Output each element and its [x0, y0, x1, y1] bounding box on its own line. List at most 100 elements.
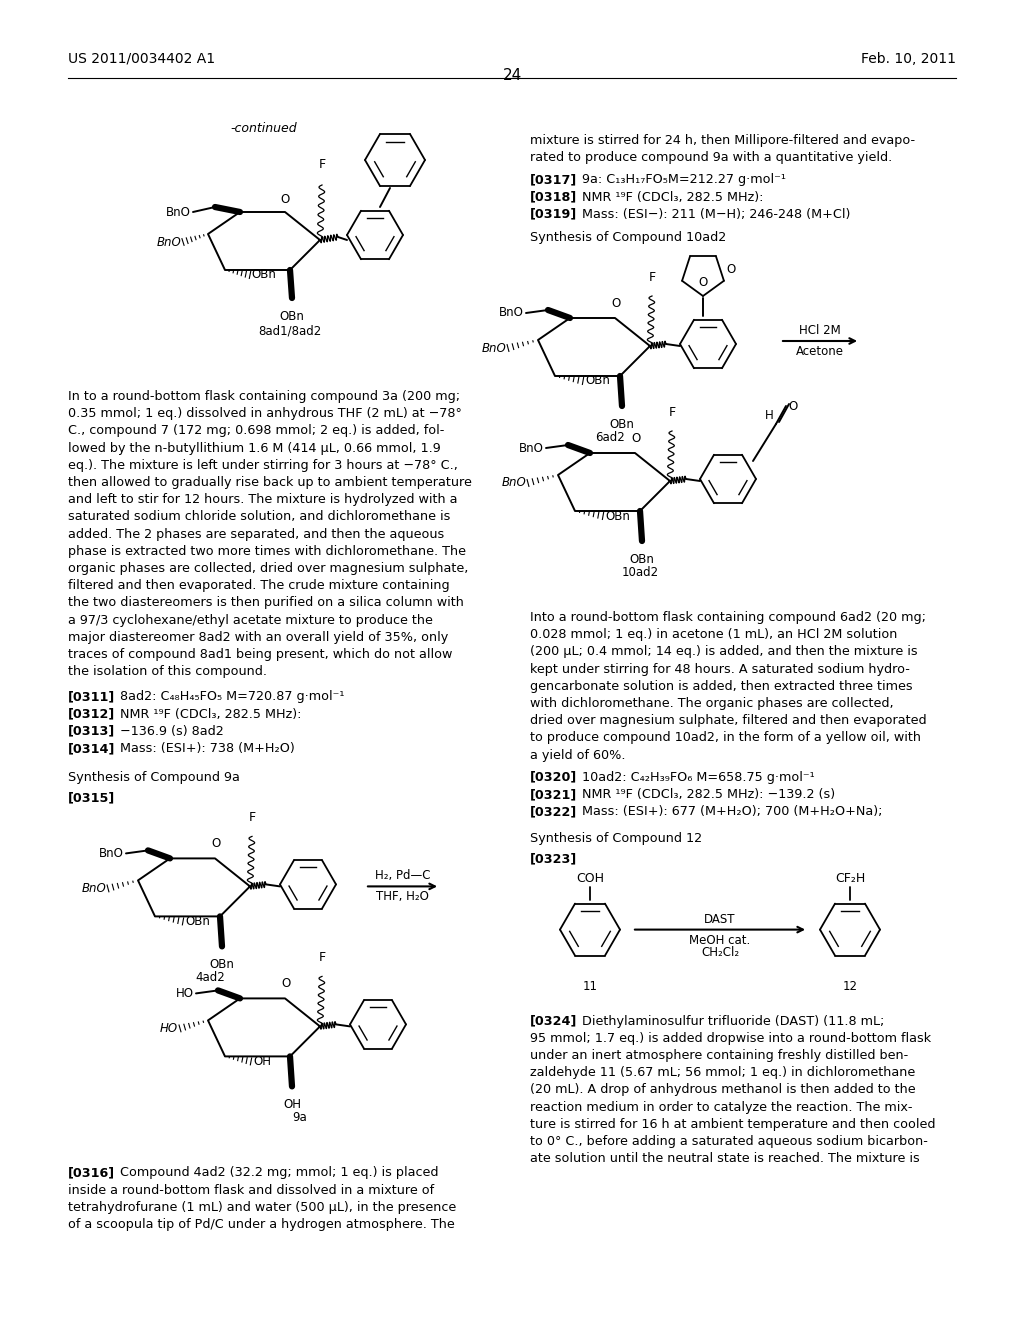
- Text: under an inert atmosphere containing freshly distilled ben-: under an inert atmosphere containing fre…: [530, 1049, 908, 1063]
- Text: [0320]: [0320]: [530, 771, 578, 784]
- Text: [0317]: [0317]: [530, 173, 578, 186]
- Text: OBn: OBn: [210, 958, 234, 972]
- Text: 11: 11: [583, 979, 597, 993]
- Text: F: F: [669, 407, 676, 418]
- Text: [0311]: [0311]: [68, 690, 116, 704]
- Text: CF₂H: CF₂H: [835, 871, 865, 884]
- Text: kept under stirring for 48 hours. A saturated sodium hydro-: kept under stirring for 48 hours. A satu…: [530, 663, 910, 676]
- Text: added. The 2 phases are separated, and then the aqueous: added. The 2 phases are separated, and t…: [68, 528, 444, 541]
- Text: BnO: BnO: [502, 477, 526, 490]
- Text: H₂, Pd—C: H₂, Pd—C: [375, 870, 430, 882]
- Text: major diastereomer 8ad2 with an overall yield of 35%, only: major diastereomer 8ad2 with an overall …: [68, 631, 449, 644]
- Text: BnO: BnO: [519, 441, 544, 454]
- Text: [0318]: [0318]: [530, 190, 578, 203]
- Text: OH: OH: [283, 1098, 301, 1111]
- Text: OH: OH: [253, 1055, 271, 1068]
- Text: Synthesis of Compound 10ad2: Synthesis of Compound 10ad2: [530, 231, 726, 244]
- Text: 8ad1/8ad2: 8ad1/8ad2: [258, 325, 322, 338]
- Text: HO: HO: [160, 1022, 178, 1035]
- Text: zaldehyde 11 (5.67 mL; 56 mmol; 1 eq.) in dichloromethane: zaldehyde 11 (5.67 mL; 56 mmol; 1 eq.) i…: [530, 1067, 915, 1080]
- Text: -continued: -continued: [230, 121, 297, 135]
- Text: to 0° C., before adding a saturated aqueous sodium bicarbon-: to 0° C., before adding a saturated aque…: [530, 1135, 928, 1148]
- Text: MeOH cat.: MeOH cat.: [689, 933, 751, 946]
- Text: NMR ¹⁹F (CDCl₃, 282.5 MHz): −139.2 (s): NMR ¹⁹F (CDCl₃, 282.5 MHz): −139.2 (s): [582, 788, 836, 801]
- Text: HCl 2M: HCl 2M: [799, 323, 841, 337]
- Text: F: F: [318, 952, 326, 965]
- Text: Mass: (ESI+): 738 (M+H₂O): Mass: (ESI+): 738 (M+H₂O): [120, 742, 295, 755]
- Text: Acetone: Acetone: [796, 345, 844, 358]
- Text: DAST: DAST: [705, 912, 736, 925]
- Text: ate solution until the neutral state is reached. The mixture is: ate solution until the neutral state is …: [530, 1152, 920, 1166]
- Text: OBn: OBn: [605, 510, 630, 523]
- Text: phase is extracted two more times with dichloromethane. The: phase is extracted two more times with d…: [68, 545, 466, 558]
- Text: O: O: [726, 263, 735, 276]
- Text: Mass: (ESI−): 211 (M−H); 246-248 (M+Cl): Mass: (ESI−): 211 (M−H); 246-248 (M+Cl): [582, 207, 850, 220]
- Text: Diethylaminosulfur trifluoride (DAST) (11.8 mL;: Diethylaminosulfur trifluoride (DAST) (1…: [582, 1015, 885, 1027]
- Text: O: O: [611, 297, 621, 310]
- Text: BnO: BnO: [166, 206, 191, 219]
- Text: NMR ¹⁹F (CDCl₃, 282.5 MHz):: NMR ¹⁹F (CDCl₃, 282.5 MHz):: [120, 708, 301, 721]
- Text: [0322]: [0322]: [530, 805, 578, 818]
- Text: 6ad2: 6ad2: [595, 432, 625, 444]
- Text: [0323]: [0323]: [530, 853, 578, 866]
- Text: H: H: [765, 409, 774, 422]
- Text: O: O: [211, 837, 220, 850]
- Text: with dichloromethane. The organic phases are collected,: with dichloromethane. The organic phases…: [530, 697, 894, 710]
- Text: OBn: OBn: [630, 553, 654, 566]
- Text: BnO: BnO: [499, 306, 524, 319]
- Text: 9a: 9a: [293, 1111, 307, 1125]
- Text: to produce compound 10ad2, in the form of a yellow oil, with: to produce compound 10ad2, in the form o…: [530, 731, 921, 744]
- Text: organic phases are collected, dried over magnesium sulphate,: organic phases are collected, dried over…: [68, 562, 468, 576]
- Text: mixture is stirred for 24 h, then Millipore-filtered and evapo-: mixture is stirred for 24 h, then Millip…: [530, 135, 915, 147]
- Text: THF, H₂O: THF, H₂O: [376, 891, 429, 903]
- Text: BnO: BnO: [481, 342, 506, 355]
- Text: F: F: [249, 812, 256, 825]
- Text: filtered and then evaporated. The crude mixture containing: filtered and then evaporated. The crude …: [68, 579, 450, 593]
- Text: O: O: [788, 400, 798, 412]
- Text: [0315]: [0315]: [68, 792, 116, 804]
- Text: In to a round-bottom flask containing compound 3a (200 mg;: In to a round-bottom flask containing co…: [68, 389, 460, 403]
- Text: [0324]: [0324]: [530, 1015, 578, 1027]
- Text: [0316]: [0316]: [68, 1167, 115, 1179]
- Text: Into a round-bottom flask containing compound 6ad2 (20 mg;: Into a round-bottom flask containing com…: [530, 611, 926, 624]
- Text: OBn: OBn: [185, 915, 210, 928]
- Text: 0.35 mmol; 1 eq.) dissolved in anhydrous THF (2 mL) at −78°: 0.35 mmol; 1 eq.) dissolved in anhydrous…: [68, 407, 462, 420]
- Text: Synthesis of Compound 12: Synthesis of Compound 12: [530, 833, 702, 845]
- Text: US 2011/0034402 A1: US 2011/0034402 A1: [68, 51, 215, 66]
- Text: 10ad2: C₄₂H₃₉FO₆ M=658.75 g·mol⁻¹: 10ad2: C₄₂H₃₉FO₆ M=658.75 g·mol⁻¹: [582, 771, 815, 784]
- Text: COH: COH: [575, 871, 604, 884]
- Text: ture is stirred for 16 h at ambient temperature and then cooled: ture is stirred for 16 h at ambient temp…: [530, 1118, 936, 1131]
- Text: Compound 4ad2 (32.2 mg; mmol; 1 eq.) is placed: Compound 4ad2 (32.2 mg; mmol; 1 eq.) is …: [120, 1167, 438, 1179]
- Text: 12: 12: [843, 979, 857, 993]
- Text: O: O: [632, 432, 641, 445]
- Text: inside a round-bottom flask and dissolved in a mixture of: inside a round-bottom flask and dissolve…: [68, 1184, 434, 1197]
- Text: CH₂Cl₂: CH₂Cl₂: [701, 945, 739, 958]
- Text: OBn: OBn: [585, 375, 610, 388]
- Text: gencarbonate solution is added, then extracted three times: gencarbonate solution is added, then ext…: [530, 680, 912, 693]
- Text: HO: HO: [176, 987, 194, 1001]
- Text: Synthesis of Compound 9a: Synthesis of Compound 9a: [68, 771, 240, 784]
- Text: BnO: BnO: [81, 882, 106, 895]
- Text: OBn: OBn: [251, 268, 275, 281]
- Text: saturated sodium chloride solution, and dichloromethane is: saturated sodium chloride solution, and …: [68, 511, 451, 524]
- Text: 24: 24: [503, 69, 521, 83]
- Text: 95 mmol; 1.7 eq.) is added dropwise into a round-bottom flask: 95 mmol; 1.7 eq.) is added dropwise into…: [530, 1032, 931, 1045]
- Text: [0314]: [0314]: [68, 742, 116, 755]
- Text: of a scoopula tip of Pd/C under a hydrogen atmosphere. The: of a scoopula tip of Pd/C under a hydrog…: [68, 1218, 455, 1232]
- Text: then allowed to gradually rise back up to ambient temperature: then allowed to gradually rise back up t…: [68, 477, 472, 488]
- Text: F: F: [648, 271, 655, 284]
- Text: C., compound 7 (172 mg; 0.698 mmol; 2 eq.) is added, fol-: C., compound 7 (172 mg; 0.698 mmol; 2 eq…: [68, 425, 444, 437]
- Text: Feb. 10, 2011: Feb. 10, 2011: [861, 51, 956, 66]
- Text: 4ad2: 4ad2: [196, 972, 225, 985]
- Text: NMR ¹⁹F (CDCl₃, 282.5 MHz):: NMR ¹⁹F (CDCl₃, 282.5 MHz):: [582, 190, 764, 203]
- Text: [0319]: [0319]: [530, 207, 578, 220]
- Text: the two diastereomers is then purified on a silica column with: the two diastereomers is then purified o…: [68, 597, 464, 610]
- Text: F: F: [318, 158, 326, 172]
- Text: O: O: [698, 276, 708, 289]
- Text: OBn: OBn: [609, 418, 635, 432]
- Text: 10ad2: 10ad2: [622, 566, 658, 579]
- Text: [0313]: [0313]: [68, 725, 116, 738]
- Text: (20 mL). A drop of anhydrous methanol is then added to the: (20 mL). A drop of anhydrous methanol is…: [530, 1084, 915, 1097]
- Text: Mass: (ESI+): 677 (M+H₂O); 700 (M+H₂O+Na);: Mass: (ESI+): 677 (M+H₂O); 700 (M+H₂O+Na…: [582, 805, 883, 818]
- Text: reaction medium in order to catalyze the reaction. The mix-: reaction medium in order to catalyze the…: [530, 1101, 912, 1114]
